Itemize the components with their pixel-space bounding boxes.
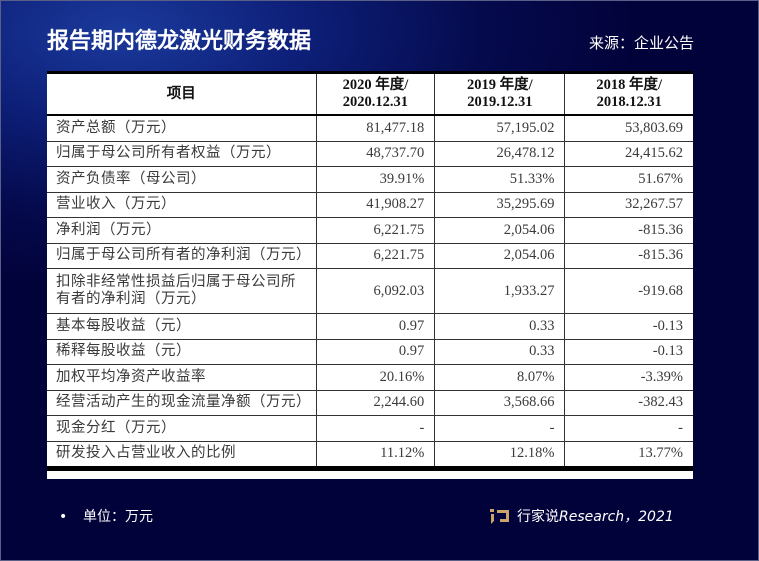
bullet-icon: • [59, 509, 68, 525]
row-label: 稀释每股收益（元） [47, 339, 317, 365]
cell-2018: -382.43 [564, 390, 693, 416]
cell-2018: -815.36 [564, 217, 693, 244]
cell-2020: 0.97 [316, 313, 436, 340]
cell-2020: 6,221.75 [316, 217, 436, 244]
row-label: 研发投入占营业收入的比例 [47, 441, 317, 471]
unit-note: • 单位：万元 [59, 506, 153, 526]
cell-2018: 32,267.57 [564, 192, 693, 218]
cell-2019: 12.18% [434, 441, 566, 471]
cell-2020: 81,477.18 [316, 115, 436, 142]
cell-2019: 26,478.12 [434, 141, 566, 167]
table-row: 研发投入占营业收入的比例 11.12% 12.18% 13.77% [47, 441, 693, 471]
cell-2019: 0.33 [434, 339, 566, 365]
cell-2018: 24,415.62 [564, 141, 693, 167]
row-label: 基本每股收益（元） [47, 313, 317, 340]
table-row: 净利润（万元） 6,221.75 2,054.06 -815.36 [47, 217, 693, 244]
cell-2020: 41,908.27 [316, 192, 436, 218]
slide-title: 报告期内德龙激光财务数据 [47, 29, 312, 54]
cell-2018: 53,803.69 [564, 115, 693, 142]
table-row: 基本每股收益（元） 0.97 0.33 -0.13 [47, 313, 693, 340]
row-label: 营业收入（万元） [47, 192, 317, 218]
cell-2019: 51.33% [434, 166, 566, 193]
header-2018: 2018 年度/2018.12.31 [564, 74, 693, 116]
unit-note-text: 单位：万元 [83, 509, 153, 525]
table-row: 营业收入（万元） 41,908.27 35,295.69 32,267.57 [47, 192, 693, 218]
cell-2020: 2,244.60 [316, 390, 436, 416]
cell-2018: -919.68 [564, 268, 693, 314]
cell-2019: 3,568.66 [434, 390, 566, 416]
cell-2019: 2,054.06 [434, 217, 566, 244]
cell-2018: - [564, 415, 693, 442]
brand-name-cn: 行家说 [517, 509, 559, 525]
cell-2018: -0.13 [564, 339, 693, 365]
cell-2019: 35,295.69 [434, 192, 566, 218]
cell-2019: 0.33 [434, 313, 566, 340]
header-2020: 2020 年度/2020.12.31 [316, 74, 436, 116]
cell-2020: 39.91% [316, 166, 436, 193]
financial-table: 项目 2020 年度/2020.12.31 2019 年度/2019.12.31… [47, 74, 693, 471]
brand-name-en: Research，2021 [559, 509, 674, 525]
cell-2019: 8.07% [434, 364, 566, 391]
source-note: 来源：企业公告 [589, 34, 695, 52]
row-label: 经营活动产生的现金流量净额（万元） [47, 390, 317, 416]
table-row: 加权平均净资产收益率 20.16% 8.07% -3.39% [47, 364, 693, 391]
cell-2020: 0.97 [316, 339, 436, 365]
cell-2018: -0.13 [564, 313, 693, 340]
row-label: 资产总额（万元） [47, 115, 317, 142]
row-label: 归属于母公司所有者权益（万元） [47, 141, 317, 167]
cell-2019: - [434, 415, 566, 442]
table-row: 归属于母公司所有者权益（万元） 48,737.70 26,478.12 24,4… [47, 141, 693, 167]
cell-2019: 57,195.02 [434, 115, 566, 142]
row-label: 归属于母公司所有者的净利润（万元） [47, 243, 317, 269]
header-2019: 2019 年度/2019.12.31 [434, 74, 566, 116]
cell-2018: 13.77% [564, 441, 693, 471]
table-header-row: 项目 2020 年度/2020.12.31 2019 年度/2019.12.31… [47, 74, 693, 116]
table-row: 经营活动产生的现金流量净额（万元） 2,244.60 3,568.66 -382… [47, 390, 693, 416]
cell-2020: 11.12% [316, 441, 436, 471]
row-label: 资产负债率（母公司） [47, 166, 317, 193]
cell-2020: 48,737.70 [316, 141, 436, 167]
row-label: 现金分红（万元） [47, 415, 317, 442]
cell-2020: 6,092.03 [316, 268, 436, 314]
table-row: 归属于母公司所有者的净利润（万元） 6,221.75 2,054.06 -815… [47, 243, 693, 269]
table-row: 扣除非经常性损益后归属于母公司所有者的净利润（万元） 6,092.03 1,93… [47, 268, 693, 314]
table-row: 资产负债率（母公司） 39.91% 51.33% 51.67% [47, 166, 693, 193]
financial-table-container: 项目 2020 年度/2020.12.31 2019 年度/2019.12.31… [47, 71, 693, 479]
cell-2020: 6,221.75 [316, 243, 436, 269]
brand-credit: 行家说 Research，2021 [489, 506, 674, 526]
table-row: 资产总额（万元） 81,477.18 57,195.02 53,803.69 [47, 115, 693, 142]
cell-2019: 2,054.06 [434, 243, 566, 269]
hangjiashuo-logo-icon [490, 509, 509, 524]
cell-2018: -815.36 [564, 243, 693, 269]
cell-2020: 20.16% [316, 364, 436, 391]
row-label: 净利润（万元） [47, 217, 317, 244]
table-row: 现金分红（万元） - - - [47, 415, 693, 442]
table-row: 稀释每股收益（元） 0.97 0.33 -0.13 [47, 339, 693, 365]
row-label: 加权平均净资产收益率 [47, 364, 317, 391]
header-item: 项目 [47, 74, 317, 116]
cell-2020: - [316, 415, 436, 442]
row-label: 扣除非经常性损益后归属于母公司所有者的净利润（万元） [47, 268, 317, 314]
cell-2019: 1,933.27 [434, 268, 566, 314]
cell-2018: -3.39% [564, 364, 693, 391]
cell-2018: 51.67% [564, 166, 693, 193]
